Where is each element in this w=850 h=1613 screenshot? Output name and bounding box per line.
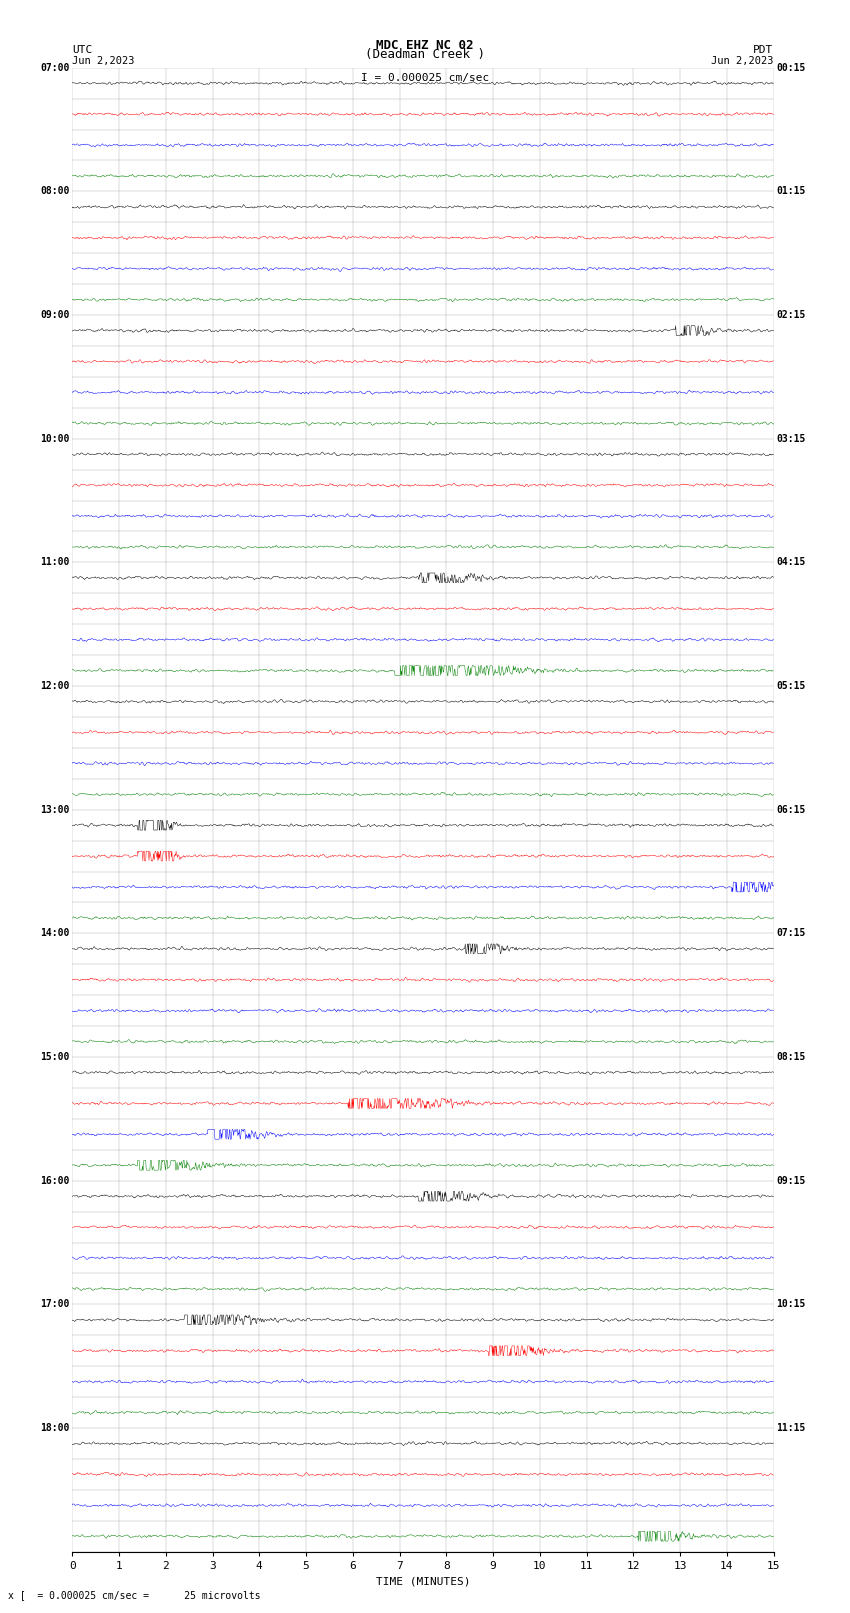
Text: 05:15: 05:15 xyxy=(776,681,806,690)
Text: 13:00: 13:00 xyxy=(40,805,70,815)
Text: Jun 2,2023: Jun 2,2023 xyxy=(72,56,135,66)
Text: Jun 2,2023: Jun 2,2023 xyxy=(711,56,774,66)
Text: 17:00: 17:00 xyxy=(40,1300,70,1310)
Text: MDC EHZ NC 02: MDC EHZ NC 02 xyxy=(377,39,473,52)
Text: 08:15: 08:15 xyxy=(776,1052,806,1061)
Text: 18:00: 18:00 xyxy=(40,1423,70,1432)
Text: PDT: PDT xyxy=(753,45,774,55)
Text: 03:15: 03:15 xyxy=(776,434,806,444)
X-axis label: TIME (MINUTES): TIME (MINUTES) xyxy=(376,1576,470,1586)
Text: 08:00: 08:00 xyxy=(40,187,70,197)
Text: UTC: UTC xyxy=(72,45,93,55)
Text: 12:00: 12:00 xyxy=(40,681,70,690)
Text: 02:15: 02:15 xyxy=(776,310,806,319)
Text: 09:15: 09:15 xyxy=(776,1176,806,1186)
Text: 07:15: 07:15 xyxy=(776,929,806,939)
Text: 07:00: 07:00 xyxy=(40,63,70,73)
Text: 10:00: 10:00 xyxy=(40,434,70,444)
Text: 04:15: 04:15 xyxy=(776,558,806,568)
Text: 16:00: 16:00 xyxy=(40,1176,70,1186)
Text: (Deadman Creek ): (Deadman Creek ) xyxy=(365,48,485,61)
Text: 01:15: 01:15 xyxy=(776,187,806,197)
Text: 11:00: 11:00 xyxy=(40,558,70,568)
Text: 11:15: 11:15 xyxy=(776,1423,806,1432)
Text: 06:15: 06:15 xyxy=(776,805,806,815)
Text: 15:00: 15:00 xyxy=(40,1052,70,1061)
Text: 10:15: 10:15 xyxy=(776,1300,806,1310)
Text: 14:00: 14:00 xyxy=(40,929,70,939)
Text: 09:00: 09:00 xyxy=(40,310,70,319)
Text: I = 0.000025 cm/sec: I = 0.000025 cm/sec xyxy=(361,73,489,82)
Text: 00:15: 00:15 xyxy=(776,63,806,73)
Text: x [  = 0.000025 cm/sec =      25 microvolts: x [ = 0.000025 cm/sec = 25 microvolts xyxy=(8,1590,261,1600)
